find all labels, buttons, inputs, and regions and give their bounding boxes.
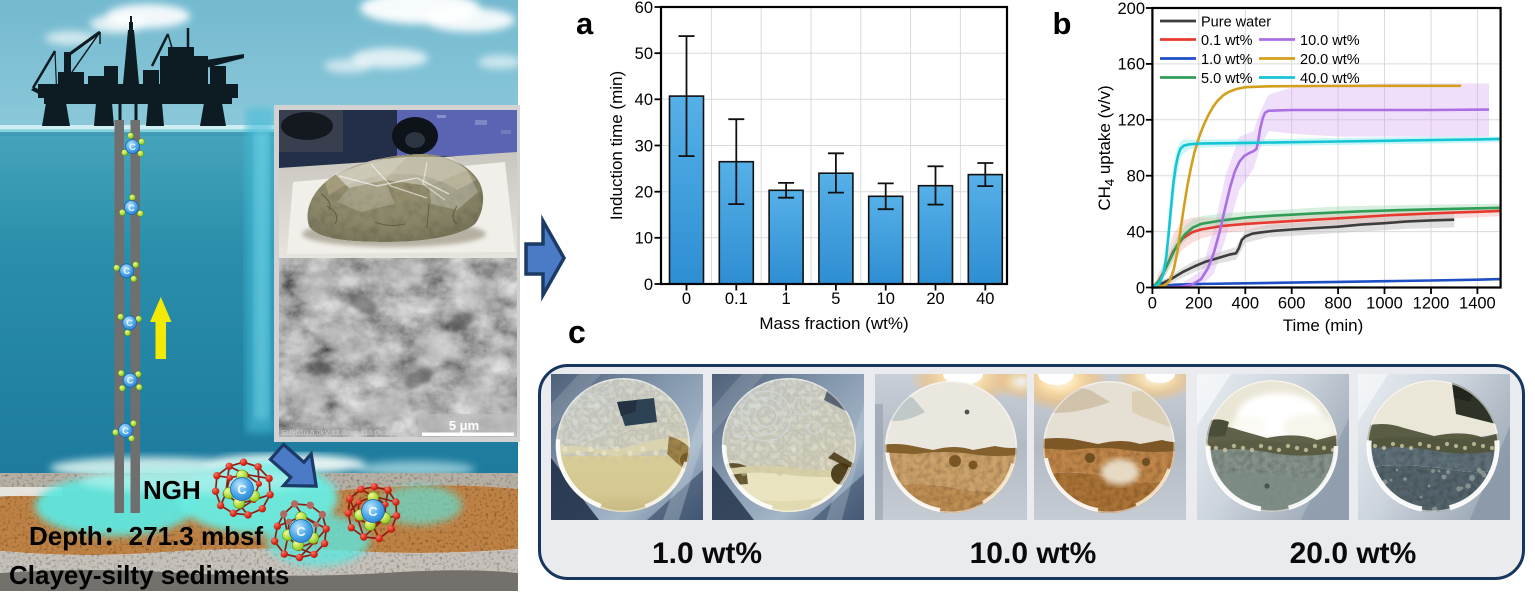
- svg-text:10: 10: [877, 290, 895, 308]
- svg-text:Mass fraction (wt%): Mass fraction (wt%): [759, 314, 908, 333]
- svg-text:a: a: [576, 6, 594, 41]
- svg-text:0: 0: [682, 290, 691, 308]
- svg-text:0: 0: [644, 276, 653, 294]
- svg-text:CH4 uptake (v/v): CH4 uptake (v/v): [1095, 85, 1117, 210]
- svg-text:1000: 1000: [1366, 295, 1403, 313]
- svg-text:40: 40: [976, 290, 994, 308]
- svg-text:10.0 wt%: 10.0 wt%: [1300, 33, 1360, 49]
- svg-text:5 μm: 5 μm: [449, 418, 479, 433]
- svg-text:800: 800: [1324, 295, 1352, 313]
- svg-text:0: 0: [1148, 295, 1157, 313]
- svg-text:0.1: 0.1: [725, 290, 748, 308]
- svg-text:20: 20: [635, 184, 653, 202]
- svg-text:40: 40: [635, 91, 653, 109]
- svg-text:C: C: [126, 318, 133, 329]
- svg-text:C: C: [122, 426, 129, 437]
- svg-text:C: C: [296, 524, 306, 539]
- svg-text:SU8010 5.0kV 12.0mm x10.0k SE(: SU8010 5.0kV 12.0mm x10.0k SE(L): [281, 428, 404, 437]
- svg-text:30: 30: [635, 137, 653, 155]
- svg-text:Induction time (min): Induction time (min): [607, 71, 626, 220]
- svg-text:50: 50: [635, 45, 653, 63]
- svg-text:C: C: [123, 266, 130, 277]
- svg-text:1200: 1200: [1413, 295, 1450, 313]
- svg-text:40: 40: [1127, 223, 1145, 241]
- svg-text:80: 80: [1127, 168, 1145, 186]
- svg-text:C: C: [129, 142, 136, 153]
- svg-text:C: C: [127, 376, 134, 387]
- svg-text:0.1 wt%: 0.1 wt%: [1201, 33, 1253, 49]
- svg-text:20.0 wt%: 20.0 wt%: [1300, 52, 1360, 68]
- svg-text:b: b: [1053, 6, 1072, 41]
- svg-text:C: C: [237, 482, 247, 497]
- svg-text:1: 1: [782, 290, 791, 308]
- svg-text:1400: 1400: [1459, 295, 1496, 313]
- svg-text:10: 10: [635, 230, 653, 248]
- svg-text:60: 60: [635, 0, 653, 17]
- svg-text:40.0 wt%: 40.0 wt%: [1300, 71, 1360, 87]
- svg-text:600: 600: [1278, 295, 1306, 313]
- svg-text:C: C: [368, 504, 378, 519]
- svg-text:20: 20: [926, 290, 944, 308]
- svg-text:0: 0: [1136, 279, 1145, 297]
- svg-text:C: C: [128, 203, 135, 214]
- svg-text:Time (min): Time (min): [1283, 316, 1364, 335]
- svg-text:120: 120: [1117, 112, 1145, 130]
- svg-text:200: 200: [1117, 0, 1145, 18]
- svg-text:Pure water: Pure water: [1201, 15, 1271, 31]
- svg-text:1.0 wt%: 1.0 wt%: [1201, 52, 1253, 68]
- svg-text:200: 200: [1185, 295, 1213, 313]
- svg-text:5.0 wt%: 5.0 wt%: [1201, 71, 1253, 87]
- svg-text:5: 5: [831, 290, 840, 308]
- svg-text:160: 160: [1117, 56, 1145, 74]
- svg-text:400: 400: [1232, 295, 1260, 313]
